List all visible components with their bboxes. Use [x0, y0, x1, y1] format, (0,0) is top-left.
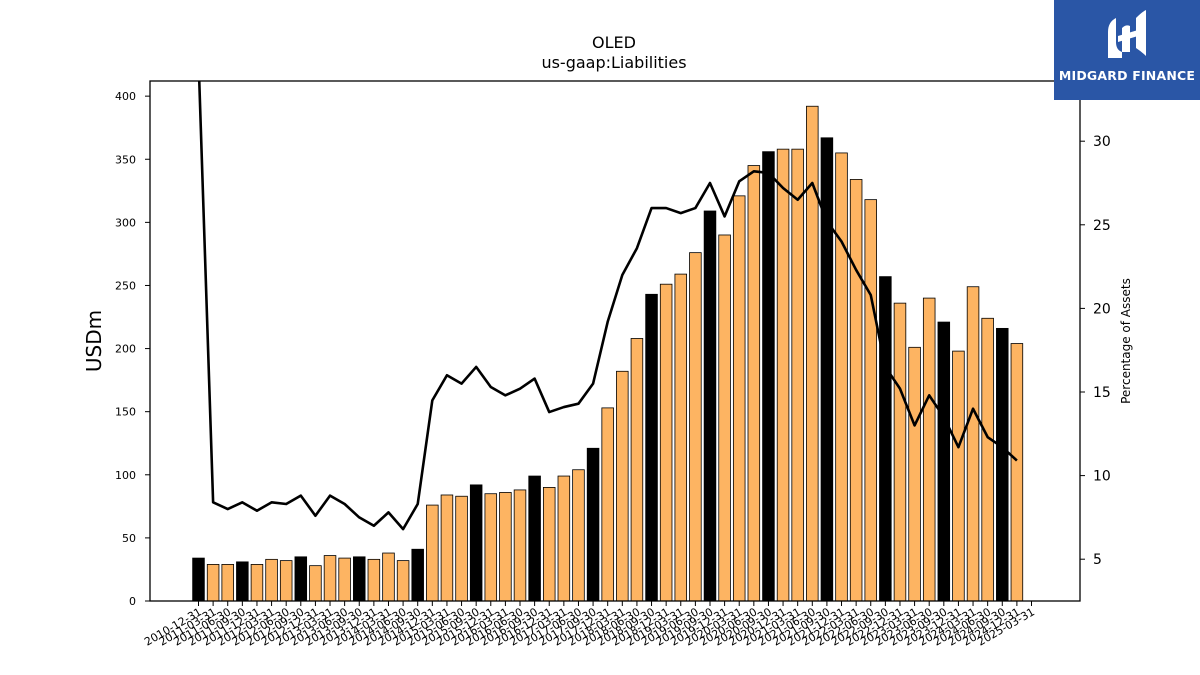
- bar: [689, 252, 702, 602]
- y-tick-label: 0: [129, 595, 136, 608]
- bar: [192, 557, 205, 602]
- bar: [542, 487, 556, 602]
- bar: [265, 558, 278, 602]
- bar: [732, 195, 746, 602]
- bar: [762, 151, 775, 602]
- y-tick-label: 350: [115, 153, 136, 166]
- bar-series: [192, 105, 1024, 602]
- bar: [382, 552, 395, 602]
- bar: [294, 556, 308, 602]
- y-tick-label: 150: [115, 406, 136, 419]
- y2-tick-label: 30: [1093, 134, 1111, 150]
- chart-title: OLED: [592, 33, 636, 52]
- bar: [864, 199, 877, 602]
- bar: [601, 407, 614, 602]
- bar: [908, 346, 921, 602]
- bar: [645, 293, 658, 602]
- bar: [426, 504, 439, 602]
- bar: [236, 561, 249, 602]
- bar: [279, 560, 293, 602]
- bar: [338, 557, 351, 602]
- bar: [367, 558, 381, 602]
- bar: [879, 276, 892, 602]
- y-tick-label: 100: [115, 469, 136, 482]
- bar: [922, 297, 936, 602]
- bar: [528, 475, 541, 602]
- chart-subtitle: us-gaap:Liabilities: [541, 53, 686, 72]
- bar: [981, 317, 994, 602]
- y2-tick-label: 5: [1093, 552, 1102, 568]
- bar: [996, 327, 1009, 602]
- percentage-line: [197, 81, 1018, 531]
- bar: [499, 492, 512, 602]
- bar: [557, 475, 571, 602]
- bar: [353, 556, 366, 602]
- plot-frame: [149, 80, 1081, 602]
- right-y-axis-label: Percentage of Assets: [1119, 278, 1133, 404]
- y-tick-label: 300: [115, 216, 136, 229]
- bar: [806, 105, 819, 602]
- bar: [791, 148, 804, 602]
- bar: [703, 210, 717, 602]
- bar: [396, 560, 410, 602]
- bar: [586, 447, 600, 602]
- y2-tick-label: 20: [1093, 301, 1111, 317]
- right-y-axis: 5 10 15 20 25 30: [1080, 134, 1111, 568]
- bar: [893, 302, 907, 602]
- bar: [747, 165, 761, 602]
- bar: [455, 495, 468, 602]
- bar: [1010, 343, 1024, 602]
- bar: [309, 565, 322, 602]
- bar: [952, 350, 965, 602]
- y-tick-label: 50: [122, 532, 136, 545]
- bar: [513, 489, 527, 602]
- bar: [776, 148, 790, 602]
- x-axis: 2010-12-312011-03-312011-06-302011-09-30…: [142, 601, 1037, 649]
- bar: [484, 493, 498, 602]
- bar: [966, 286, 980, 602]
- bar: [674, 273, 688, 602]
- logo-text: MIDGARD FINANCE: [1058, 68, 1196, 83]
- left-y-axis: 0 50 100 150 200 250 300 350 400: [115, 90, 150, 608]
- bar: [616, 370, 629, 602]
- bar: [849, 179, 863, 602]
- bar: [572, 469, 585, 602]
- bar: [323, 555, 337, 602]
- y2-tick-label: 25: [1093, 218, 1111, 234]
- y-tick-label: 200: [115, 343, 136, 356]
- bar: [250, 564, 264, 602]
- bar: [440, 494, 454, 602]
- y-tick-label: 400: [115, 90, 136, 103]
- bar: [206, 564, 220, 602]
- bar: [411, 548, 424, 602]
- bar: [221, 564, 234, 602]
- bar: [835, 152, 848, 602]
- bar: [659, 283, 673, 602]
- y2-tick-label: 10: [1093, 469, 1111, 485]
- y-tick-label: 250: [115, 279, 136, 292]
- bar: [630, 338, 644, 602]
- y-axis-label: USDm: [82, 310, 106, 372]
- bar: [718, 234, 731, 602]
- logo-mark-icon: [1108, 10, 1146, 58]
- bar: [469, 484, 483, 602]
- percentage-line-series: [197, 81, 1018, 531]
- midgard-finance-logo: MIDGARD FINANCE: [1054, 0, 1200, 100]
- y2-tick-label: 15: [1093, 385, 1111, 401]
- bar: [937, 321, 951, 602]
